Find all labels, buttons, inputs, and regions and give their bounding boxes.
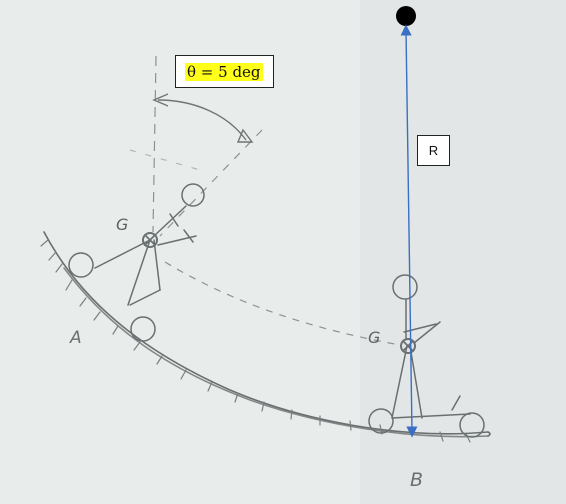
rider-figure-a xyxy=(68,183,205,342)
theta-label: θ = 5 deg xyxy=(185,63,263,81)
cg-label-a: G xyxy=(116,215,128,234)
track-hatching xyxy=(40,239,471,443)
head-a xyxy=(181,183,205,207)
reference-lines xyxy=(129,55,263,237)
cg-marker-a xyxy=(142,232,158,248)
paper-shadow xyxy=(360,0,566,504)
wheel-a-rear xyxy=(130,316,156,342)
point-b-label: B xyxy=(410,469,423,491)
wheel-b-rear xyxy=(459,412,485,438)
center-of-curvature-dot xyxy=(396,6,416,26)
rotation-arc xyxy=(152,93,254,143)
wheel-a-front xyxy=(68,252,94,278)
trajectory-path xyxy=(164,261,401,346)
radius-arrow xyxy=(400,24,418,438)
theta-label-box: θ = 5 deg xyxy=(175,55,274,88)
radius-label-box: R xyxy=(417,135,450,166)
radius-label: R xyxy=(428,143,439,158)
cg-label-b: G xyxy=(368,328,380,347)
wheel-b-front xyxy=(368,408,394,434)
point-a-label: A xyxy=(69,328,82,348)
